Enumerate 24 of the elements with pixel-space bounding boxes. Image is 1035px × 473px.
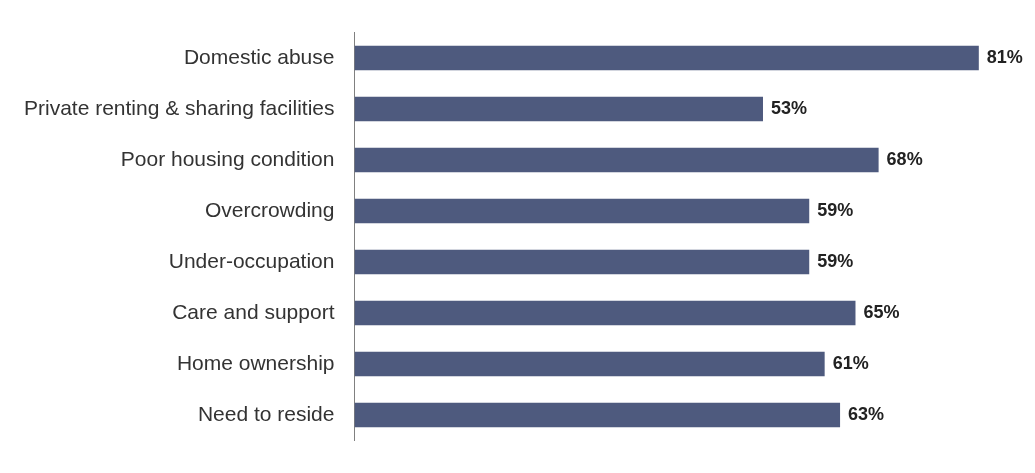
y-tick-label: Under-occupation: [168, 248, 335, 272]
y-tick-label: Care and support: [172, 299, 335, 323]
bar: [354, 147, 879, 173]
bar: [354, 300, 856, 326]
y-tick-label: Private renting & sharing facilities: [23, 95, 335, 119]
data-label: 61%: [832, 352, 869, 373]
bar: [354, 402, 841, 428]
data-label: 81%: [986, 47, 1023, 68]
y-tick-label: Need to reside: [197, 401, 335, 425]
bar: [354, 198, 810, 224]
bar: [354, 249, 810, 275]
data-label: 59%: [817, 199, 854, 220]
y-tick-label: Domestic abuse: [183, 44, 335, 68]
data-label: 53%: [770, 98, 808, 119]
y-tick-label: Home ownership: [176, 350, 335, 374]
data-label: 59%: [817, 250, 854, 271]
bar: [354, 45, 979, 71]
data-label: 65%: [863, 301, 900, 322]
data-label: 63%: [848, 403, 885, 424]
bar: [354, 351, 825, 377]
y-tick-label: Overcrowding: [204, 197, 335, 221]
data-label: 68%: [886, 149, 923, 170]
bar: [354, 96, 763, 122]
y-tick-label: Poor housing condition: [120, 146, 335, 170]
